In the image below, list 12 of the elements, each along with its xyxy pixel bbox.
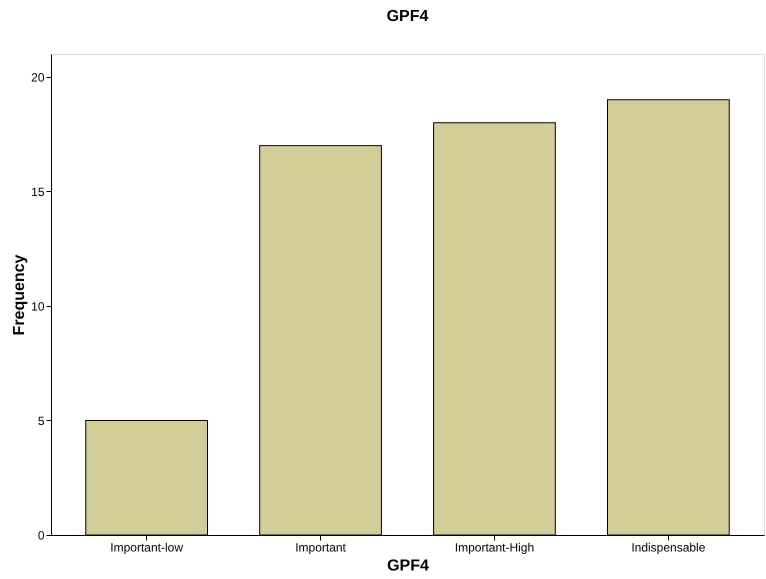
y-tick-label: 15 <box>31 184 45 199</box>
chart-title: GPF4 <box>386 8 428 25</box>
y-axis-title: Frequency <box>11 254 28 336</box>
y-tick-label: 10 <box>31 299 45 314</box>
y-tick-label: 5 <box>38 414 45 428</box>
y-tick-label: 20 <box>31 70 45 84</box>
x-tick-label: Important-High <box>454 540 534 554</box>
x-tick-label: Important <box>295 540 347 554</box>
x-tick-label: Important-low <box>110 540 184 554</box>
x-tick-label: Indispensable <box>631 540 706 554</box>
y-tick-label: 0 <box>38 528 45 542</box>
x-axis-title: GPF4 <box>387 558 429 574</box>
